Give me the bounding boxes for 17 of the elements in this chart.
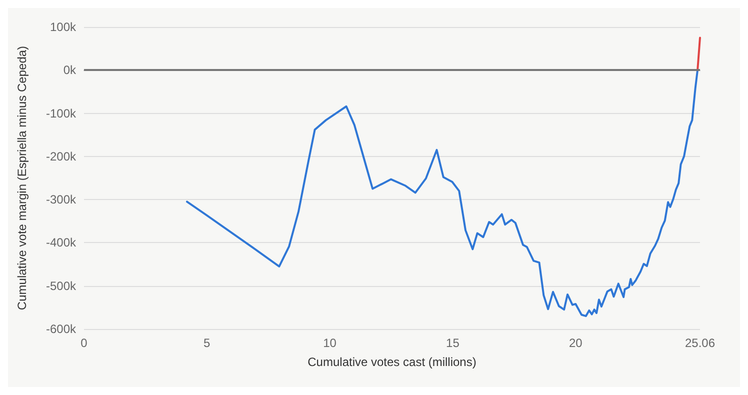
y-tick-label: -600k: [46, 322, 77, 336]
y-tick-label: 0k: [63, 63, 77, 78]
y-axis-title: Cumulative vote margin (Espriella minus Cepeda): [15, 46, 29, 310]
line-series: [186, 69, 699, 318]
x-axis-title: Cumulative votes cast (millions): [308, 355, 476, 369]
x-tick-label: 20: [568, 336, 583, 350]
y-tick-label: 100k: [50, 20, 77, 34]
x-tick-label: 10: [323, 336, 337, 350]
y-tick-label: -100k: [46, 106, 77, 120]
y-tick-label: -300k: [46, 192, 77, 207]
y-tick-label: -400k: [46, 236, 77, 250]
y-tick-label: -500k: [46, 278, 77, 293]
y-tick-label: -200k: [46, 149, 77, 164]
x-tick-label: 15: [446, 336, 460, 350]
x-tick-label: 5: [204, 336, 211, 350]
x-tick-label: 0: [80, 336, 88, 350]
x-tick-label: 25.06: [684, 336, 716, 350]
